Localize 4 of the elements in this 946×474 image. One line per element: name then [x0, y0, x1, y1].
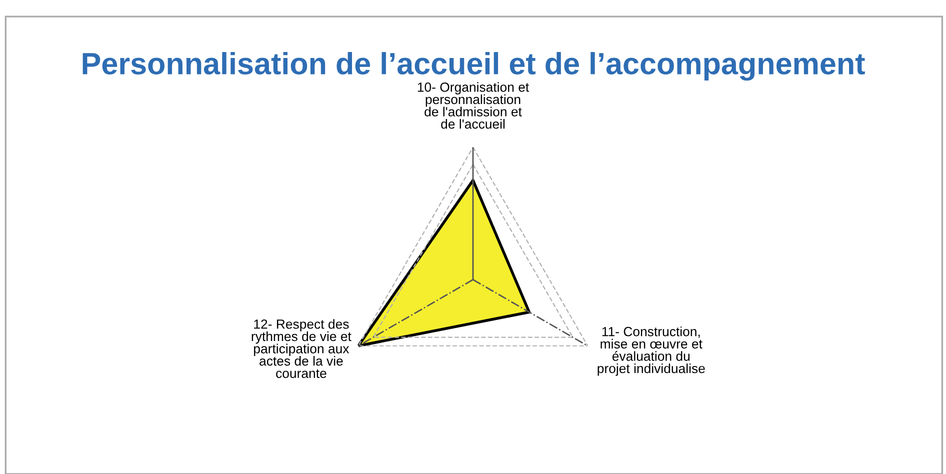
chart-title: Personnalisation de l’accueil et de l’accompagnement: [82, 52, 865, 81]
spoke-label: 11- Construction, mise en œuvre et évaluation du projet individualise: [598, 326, 705, 376]
spoke-label: 12- Respect des rythmes de vie et participation aux actes de la vie courante: [252, 319, 352, 378]
spoke-label: 10- Organisation et personnalisation de l'admission et de l'accueil: [418, 82, 530, 129]
